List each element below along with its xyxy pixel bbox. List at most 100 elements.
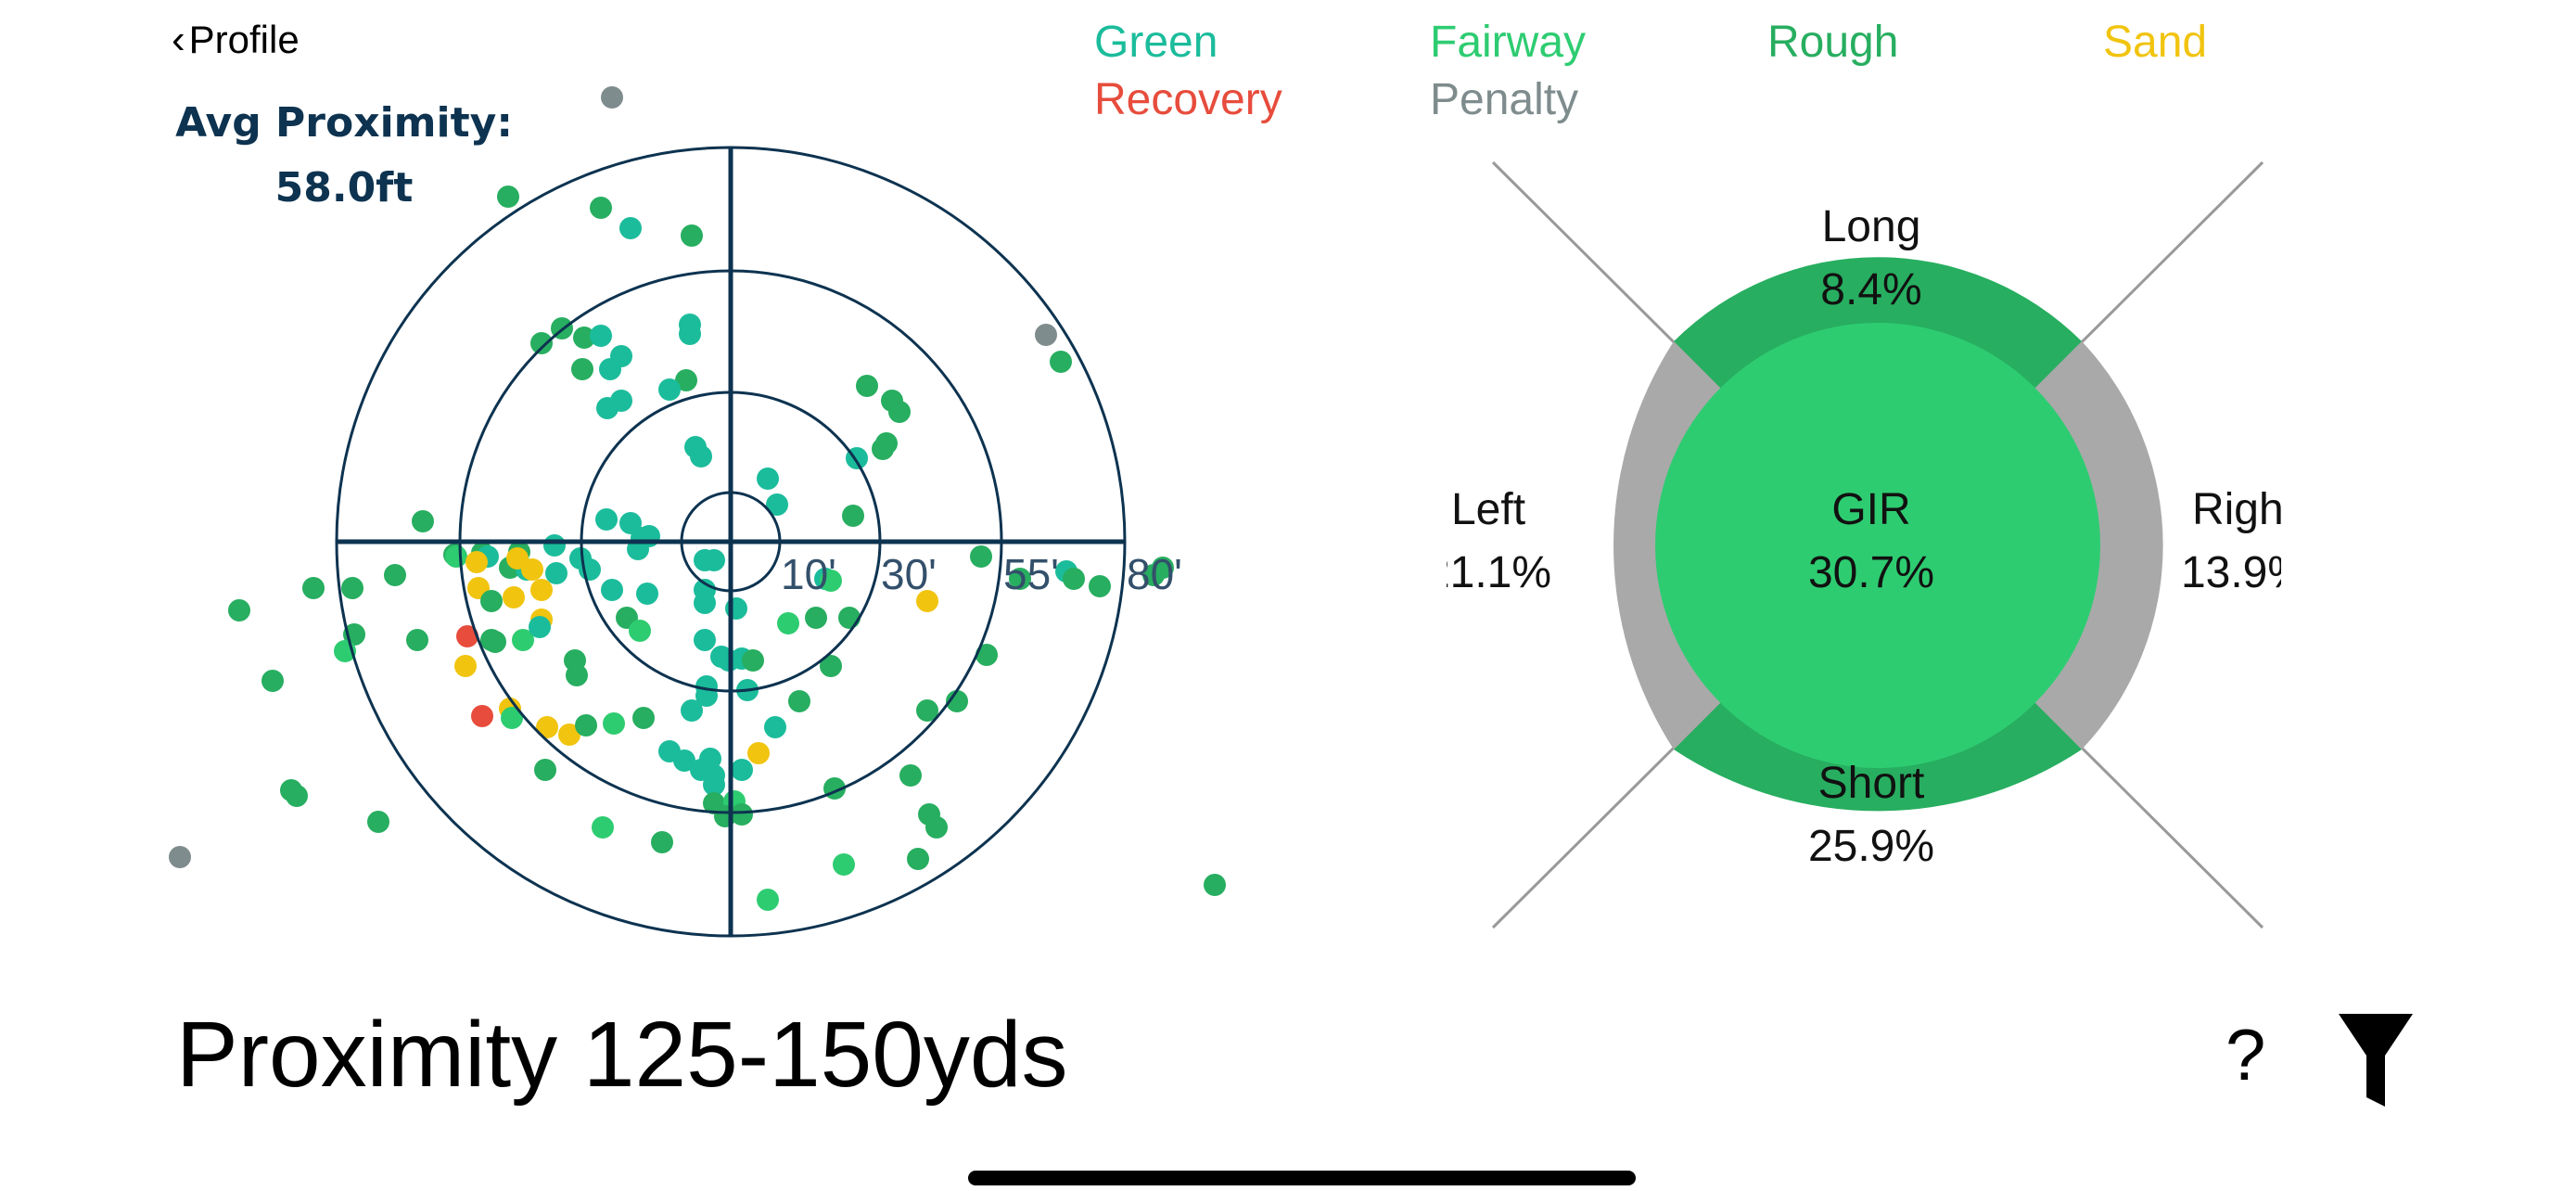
shot-dot <box>699 748 721 770</box>
shot-dot <box>501 707 523 729</box>
shot-dot <box>619 217 642 239</box>
shot-dot <box>681 224 703 247</box>
legend-green: Green <box>1094 17 1218 68</box>
miss-direction-chart: Long 8.4% Left 21.1% GIR 30.7% Right 13.… <box>1447 160 2281 929</box>
shot-dot <box>742 649 764 672</box>
shot-dot <box>842 505 864 527</box>
shot-dot <box>484 631 506 653</box>
shot-dot <box>673 749 695 772</box>
shot-dot <box>703 549 725 571</box>
shot-dot <box>169 846 191 868</box>
shot-dot <box>1204 874 1226 896</box>
legend-sand-label: Sand <box>2103 18 2208 67</box>
shot-dot <box>731 803 753 826</box>
chevron-left-icon: ‹ <box>172 17 185 62</box>
gir-label: GIR <box>1831 485 1910 534</box>
left-label: Left <box>1451 485 1525 534</box>
shot-dot <box>530 579 553 601</box>
sector-gir[interactable] <box>1655 323 2100 768</box>
legend-fairway-label: Fairway <box>1430 18 1587 67</box>
shot-dot <box>1009 568 1031 590</box>
shot-dot <box>651 831 673 853</box>
shot-dot <box>899 764 922 787</box>
shot-dot <box>497 186 519 208</box>
target-rings <box>335 146 1127 938</box>
shot-dot <box>512 629 534 651</box>
shot-dot <box>856 375 878 397</box>
shot-dot <box>629 620 651 642</box>
shot-dot <box>341 577 363 599</box>
shot-dot <box>916 590 938 612</box>
shot-dot <box>406 629 428 651</box>
right-value: 13.9% <box>2181 548 2281 597</box>
shot-dot <box>445 545 467 568</box>
shot-dot <box>601 86 623 109</box>
help-button[interactable]: ? <box>2225 1014 2266 1095</box>
shot-dot <box>757 467 779 490</box>
shot-dot <box>590 325 612 347</box>
back-button[interactable]: ‹ Profile <box>172 17 300 63</box>
back-label: Profile <box>188 18 300 61</box>
shot-dot <box>530 332 553 354</box>
shot-dot <box>521 558 543 581</box>
avg-proximity-value: 58.0ft <box>274 164 414 211</box>
filter-icon[interactable] <box>2339 1014 2413 1111</box>
shot-dot <box>465 551 488 573</box>
long-value: 8.4% <box>1820 265 1921 314</box>
short-value: 25.9% <box>1808 822 1934 871</box>
shot-dot <box>1035 324 1057 346</box>
shot-dot <box>571 358 593 380</box>
page-title: Proximity 125-150yds <box>176 1003 1068 1107</box>
shot-dot <box>558 724 580 746</box>
shot-dot <box>888 401 911 423</box>
shot-dot <box>679 323 701 345</box>
shot-dot <box>703 774 725 796</box>
ring-label-10: 10' <box>781 550 836 598</box>
shot-dot <box>573 327 595 349</box>
shot-dot <box>766 493 788 516</box>
shot-dot <box>566 664 588 686</box>
legend-recovery: Recovery <box>1094 74 1282 125</box>
shot-dot <box>261 670 284 692</box>
shot-dot <box>731 759 753 781</box>
shot-dot <box>456 625 478 647</box>
shot-dot <box>820 570 842 592</box>
shot-dot <box>592 816 614 839</box>
short-label: Short <box>1818 759 1925 808</box>
shot-dot <box>694 592 716 614</box>
shot-dot <box>503 586 525 608</box>
shot-dot <box>764 716 786 738</box>
shot-dot <box>946 690 968 712</box>
shot-dot <box>694 629 716 651</box>
shot-dot <box>658 378 681 401</box>
shot-dot <box>529 616 551 638</box>
shot-dot <box>412 510 434 532</box>
long-label: Long <box>1822 202 1921 251</box>
shot-dot <box>1063 568 1085 590</box>
shot-dot <box>1050 351 1072 373</box>
avg-proximity-label: Avg Proximity: <box>175 99 513 147</box>
shot-dot <box>384 564 406 586</box>
shot-dot <box>970 545 992 568</box>
shot-dot <box>302 577 325 599</box>
shot-dot <box>545 562 567 584</box>
legend-rough-label: Rough <box>1767 18 1899 67</box>
avg-proximity: Avg Proximity: 58.0ft <box>163 91 525 221</box>
shot-dot <box>788 690 810 712</box>
shot-dot <box>632 707 655 729</box>
shot-dot <box>599 358 621 380</box>
ring-label-30: 30' <box>881 550 937 598</box>
shot-dot <box>590 197 612 219</box>
legend-fairway: Fairway <box>1430 17 1586 68</box>
shot-dot <box>595 508 618 531</box>
legend-penalty: Penalty <box>1430 74 1578 125</box>
shot-dot <box>286 785 308 807</box>
shot-dot <box>636 583 658 605</box>
shot-dot <box>916 699 938 722</box>
shot-dot <box>480 590 503 612</box>
shot-dot <box>575 714 597 736</box>
shot-dot <box>367 811 389 833</box>
home-indicator[interactable] <box>968 1171 1636 1185</box>
shot-dot <box>747 742 770 764</box>
shot-dot <box>777 612 799 634</box>
